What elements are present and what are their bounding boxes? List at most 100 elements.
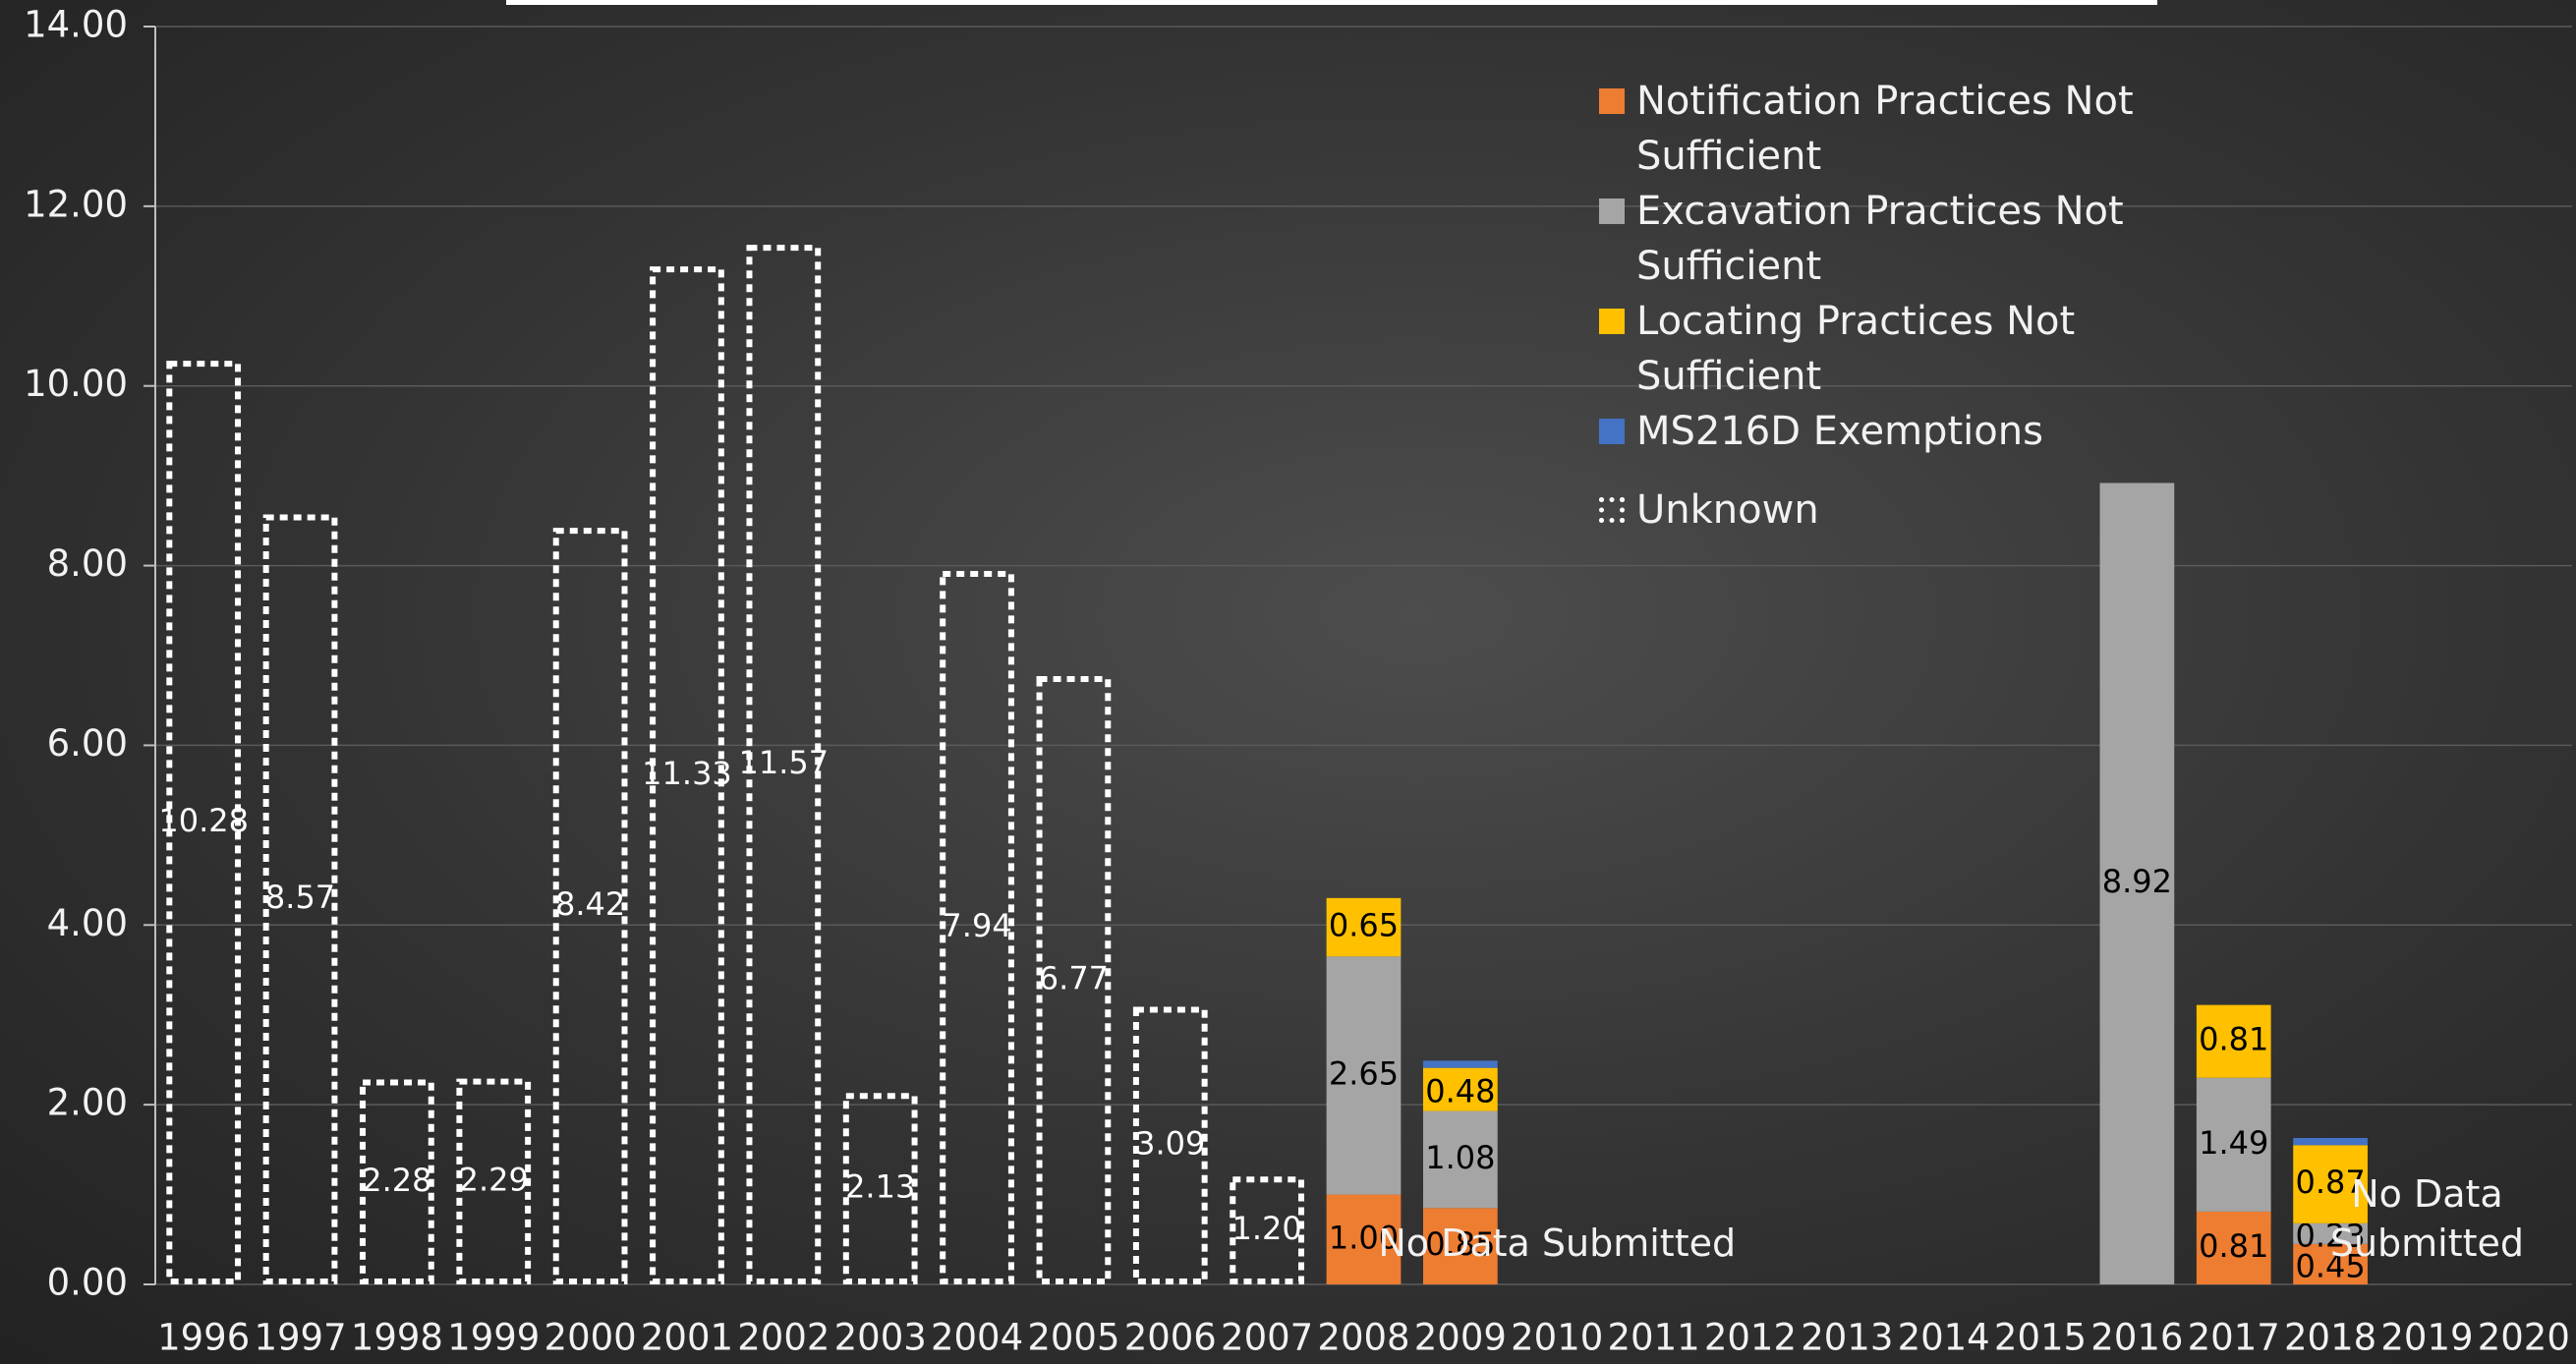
legend-entry: Unknown: [1597, 483, 2147, 538]
data-label: 0.65: [1329, 907, 1399, 944]
legend-swatch: [1599, 419, 1625, 444]
bar-segment: [650, 266, 724, 1285]
data-label: 7.94: [942, 907, 1011, 944]
bar-segment: [262, 514, 338, 1284]
bar-segment: [746, 245, 822, 1285]
bar-segment: [1230, 1176, 1305, 1285]
x-tick-label: 2002: [737, 1317, 830, 1359]
bar-segment: [1422, 1067, 1498, 1111]
bar-segment: [1422, 1060, 1498, 1068]
x-tick-label: 2018: [2284, 1317, 2376, 1359]
y-tick-label: 8.00: [47, 542, 128, 585]
title-box: [506, 0, 2157, 5]
x-tick-label: 2015: [1994, 1317, 2087, 1359]
x-tick-label: 1997: [254, 1317, 346, 1359]
data-label: 2.65: [1329, 1054, 1399, 1092]
y-tick-label: 0.00: [47, 1262, 128, 1304]
x-tick-label: 2007: [1221, 1317, 1313, 1359]
y-tick-label: 10.00: [24, 363, 128, 405]
x-tick-label: 2001: [641, 1317, 733, 1359]
bar-segment: [166, 361, 242, 1285]
x-tick-label: 2003: [834, 1317, 927, 1359]
bar-segment: [2293, 1145, 2368, 1223]
data-label: 1.49: [2199, 1124, 2268, 1162]
legend-swatch: [1599, 88, 1625, 114]
data-label: 0.81: [2199, 1021, 2268, 1058]
bar-segment: [1036, 676, 1112, 1284]
bar-segment: [2196, 1004, 2271, 1078]
data-label: 6.77: [1039, 960, 1109, 997]
data-label: 0.87: [2295, 1164, 2365, 1201]
x-tick-label: 2019: [2380, 1317, 2473, 1359]
data-label: 0.81: [2199, 1227, 2268, 1265]
y-tick-label: 2.00: [47, 1082, 128, 1124]
data-label: 11.33: [642, 755, 732, 792]
x-tick-label: 1999: [447, 1317, 540, 1359]
data-label: 3.09: [1135, 1125, 1205, 1163]
x-tick-label: 2008: [1317, 1317, 1409, 1359]
data-label: 1.20: [1232, 1210, 1302, 1247]
data-label: 8.92: [2102, 863, 2172, 900]
legend-label: MS216D Exemptions: [1636, 409, 2043, 454]
annotation: No Data Submitted: [2329, 1172, 2525, 1265]
x-tick-label: 2000: [544, 1317, 637, 1359]
legend-entry: Excavation Practices Not Sufficient: [1597, 184, 2147, 294]
data-label: 0.45: [2295, 1247, 2365, 1284]
x-tick-label: 2014: [1898, 1317, 1990, 1359]
data-label: 0.48: [1425, 1073, 1495, 1110]
x-tick-label: 2011: [1607, 1317, 1699, 1359]
bar-segment: [2293, 1222, 2368, 1244]
x-tick-label: 1998: [351, 1317, 443, 1359]
x-tick-label: 2005: [1027, 1317, 1119, 1359]
bar-segment: [1326, 956, 1402, 1195]
legend-entry: MS216D Exemptions: [1597, 404, 2147, 459]
x-tick-label: 2010: [1511, 1317, 1603, 1359]
legend-label: Unknown: [1636, 487, 1819, 533]
y-tick-label: 4.00: [47, 902, 128, 944]
bar-segment: [2099, 483, 2175, 1284]
bar-segment: [360, 1079, 434, 1284]
legend-entry: Locating Practices Not Sufficient: [1597, 294, 2147, 404]
x-tick-label: 2006: [1124, 1317, 1217, 1359]
legend-entry: Notification Practices Not Sufficient: [1597, 74, 2147, 184]
legend: Notification Practices Not Sufficient Exc…: [1597, 74, 2147, 538]
bar-segment: [842, 1093, 918, 1285]
data-label: 2.28: [362, 1162, 431, 1199]
x-tick-label: 2013: [1801, 1317, 1893, 1359]
x-tick-label: 2004: [931, 1317, 1023, 1359]
bar-segment: [940, 571, 1014, 1284]
bar-segment: [1422, 1208, 1498, 1284]
bar-segment: [1422, 1110, 1498, 1209]
legend-swatch: [1599, 199, 1625, 224]
bar-segment: [2293, 1137, 2368, 1146]
bar-segment: [1132, 1006, 1208, 1284]
bar-segment: [2196, 1077, 2271, 1212]
x-tick-label: 2009: [1414, 1317, 1507, 1359]
data-label: 2.13: [845, 1168, 915, 1206]
data-label: 8.57: [265, 879, 335, 916]
data-label: 10.28: [158, 802, 249, 839]
legend-label: Excavation Practices Not Sufficient: [1636, 189, 2124, 289]
bar-segment: [1326, 897, 1402, 957]
data-label: 2.29: [459, 1161, 529, 1198]
legend-swatch: [1599, 309, 1625, 334]
data-label: 1.00: [1329, 1219, 1399, 1256]
bar-segment: [1326, 1194, 1402, 1284]
legend-label: Locating Practices Not Sufficient: [1636, 299, 2076, 399]
y-tick-label: 6.00: [47, 722, 128, 765]
x-tick-label: 2012: [1704, 1317, 1797, 1359]
bar-segment: [2293, 1243, 2368, 1284]
annotation: No Data Submitted: [1378, 1222, 1737, 1265]
x-tick-label: 2017: [2188, 1317, 2280, 1359]
bar-segment: [2196, 1211, 2271, 1284]
bar-segment: [552, 528, 628, 1284]
legend-label: Notification Practices Not Sufficient: [1636, 79, 2134, 179]
x-tick-label: 2020: [2478, 1317, 2570, 1359]
legend-swatch: [1599, 497, 1625, 523]
data-label: 0.85: [1425, 1225, 1495, 1263]
x-tick-label: 1996: [157, 1317, 250, 1359]
y-tick-label: 12.00: [24, 183, 128, 225]
y-tick-label: 14.00: [24, 4, 128, 46]
